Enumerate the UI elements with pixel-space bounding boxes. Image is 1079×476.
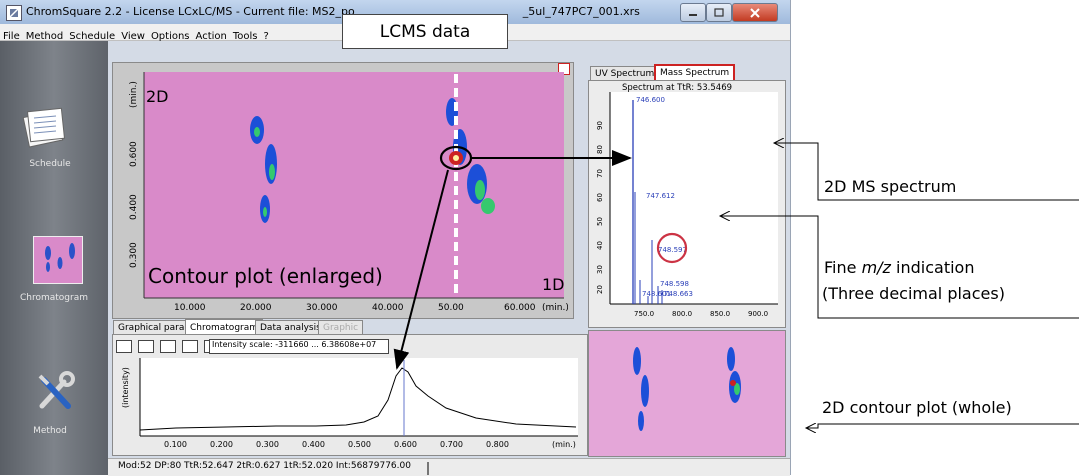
peak-label: 748.597 <box>658 246 687 254</box>
toolbar-scale-icon[interactable] <box>160 340 176 353</box>
contour-caption: Contour plot (enlarged) <box>148 264 383 288</box>
x-tick: 0.100 <box>164 440 187 449</box>
fine-mz-annotation: Fine m/z indication <box>824 258 975 277</box>
peak-spot <box>481 198 495 214</box>
status-text: Mod:52 DP:80 TtR:52.647 2tR:0.627 1tR:52… <box>118 461 411 471</box>
whole-plot-annotation: 2D contour plot (whole) <box>822 398 1012 417</box>
y-tick: 70 <box>596 169 604 178</box>
y-axis-unit: (min.) <box>129 81 139 108</box>
y-tick: 0.600 <box>129 141 139 167</box>
fine-mz-leader <box>720 216 1079 319</box>
x-axis-unit: (min.) <box>542 303 568 312</box>
peak-label: 746.600 <box>636 96 665 104</box>
tab-graphic[interactable]: Graphic <box>318 320 364 335</box>
x-tick: 10.000 <box>174 303 206 312</box>
x-tick: 40.000 <box>372 303 404 312</box>
lcms-data-callout: LCMS data <box>342 14 508 49</box>
sidebar-item-schedule[interactable] <box>22 104 66 154</box>
schedule-icon <box>22 107 66 148</box>
y-tick: 60 <box>596 193 604 202</box>
menu-view[interactable]: View <box>121 31 145 42</box>
x-tick: 750.0 <box>634 310 654 318</box>
app-icon <box>6 5 22 21</box>
tools-icon <box>38 371 75 409</box>
1d-axis-label: 1D <box>542 275 565 294</box>
whole-contour-panel[interactable] <box>588 330 786 457</box>
y-tick: 0.400 <box>129 194 139 220</box>
sidebar-item-label: Schedule <box>29 159 71 169</box>
y-tick: 80 <box>596 145 604 154</box>
x-tick: 0.500 <box>348 440 371 449</box>
chromatogram-icon <box>45 243 75 272</box>
menu-help[interactable]: ? <box>263 31 269 42</box>
ms-spectrum-leader <box>774 143 1079 201</box>
window-title: ChromSquare 2.2 - License LCxLC/MS - Cur… <box>26 5 640 18</box>
spectrum-title: Spectrum at TtR: 53.5469 <box>622 83 732 93</box>
x-tick: 800.0 <box>672 310 692 318</box>
y-tick: 30 <box>596 265 604 274</box>
toolbar-zoom-icon[interactable] <box>138 340 154 353</box>
peak-spot <box>269 164 275 180</box>
whole-contour-plot <box>633 347 741 431</box>
x-tick: 20.000 <box>240 303 272 312</box>
y-tick: 50 <box>596 217 604 226</box>
x-tick: 0.700 <box>440 440 463 449</box>
y-tick: 90 <box>596 121 604 130</box>
intensity-scale-field[interactable]: Intensity scale: -311660 ... 6.38608e+07 <box>209 339 389 354</box>
x-tick: 60.000 <box>504 303 536 312</box>
x-tick: 50.00 <box>438 303 464 312</box>
arrow-to-chromatogram <box>393 169 449 370</box>
x-axis-unit: (min.) <box>552 440 576 449</box>
decimal-places-annotation: (Three decimal places) <box>822 284 1005 303</box>
toolbar-overlay-icon[interactable] <box>182 340 198 353</box>
peak-label: 747.612 <box>646 192 675 200</box>
sidebar-item-chromatogram[interactable] <box>33 236 83 284</box>
x-tick: 0.400 <box>302 440 325 449</box>
menu-tools[interactable]: Tools <box>232 31 258 42</box>
close-icon[interactable] <box>732 3 778 22</box>
x-tick: 850.0 <box>710 310 730 318</box>
peak-spot <box>254 127 260 137</box>
contour-plot-area <box>144 72 564 298</box>
menu-options[interactable]: Options <box>150 31 190 42</box>
x-tick: 30.000 <box>306 303 338 312</box>
maximize-icon[interactable] <box>706 3 732 22</box>
x-tick: 0.200 <box>210 440 233 449</box>
y-tick: 0.300 <box>129 242 139 268</box>
peak-label: 748.598 <box>660 280 689 288</box>
sidebar-item-label: Method <box>33 426 67 436</box>
chromatogram-plot[interactable]: (intensity) 0.100 0.200 0.300 0.400 0.50… <box>116 356 582 454</box>
menu-method[interactable]: Method <box>25 31 64 42</box>
toolbar-view-icon[interactable] <box>116 340 132 353</box>
x-tick: 0.300 <box>256 440 279 449</box>
minimize-icon[interactable] <box>680 3 706 22</box>
status-bar <box>108 458 790 476</box>
x-tick: 900.0 <box>748 310 768 318</box>
peak-spot <box>263 207 267 217</box>
ms-spectrum-annotation: 2D MS spectrum <box>824 177 957 196</box>
peak-label: 748.663 <box>664 290 693 298</box>
highlight-circle <box>656 232 688 264</box>
contour-plot[interactable]: 0.600 0.400 0.300 (min.) 10.000 20.000 3… <box>122 72 568 312</box>
chromatogram-trace <box>139 367 577 431</box>
x-tick: 0.800 <box>486 440 509 449</box>
whole-plot-leader <box>806 424 1079 428</box>
menu-schedule[interactable]: Schedule <box>69 31 116 42</box>
sidebar-item-label: Chromatogram <box>19 293 88 303</box>
2d-axis-label: 2D <box>146 87 169 106</box>
peak-spot <box>475 180 485 200</box>
mass-spectrum-plot[interactable]: Spectrum at TtR: 53.5469 746.600 747.612… <box>590 80 782 324</box>
y-tick: 40 <box>596 241 604 250</box>
peak-label: 748.601 <box>642 290 671 298</box>
x-tick: 0.600 <box>394 440 417 449</box>
y-axis-label: (intensity) <box>121 367 130 408</box>
sidebar-item-method[interactable] <box>34 370 80 416</box>
menu-action[interactable]: Action <box>195 31 227 42</box>
y-tick: 20 <box>596 285 604 294</box>
menu-file[interactable]: File <box>3 31 20 42</box>
